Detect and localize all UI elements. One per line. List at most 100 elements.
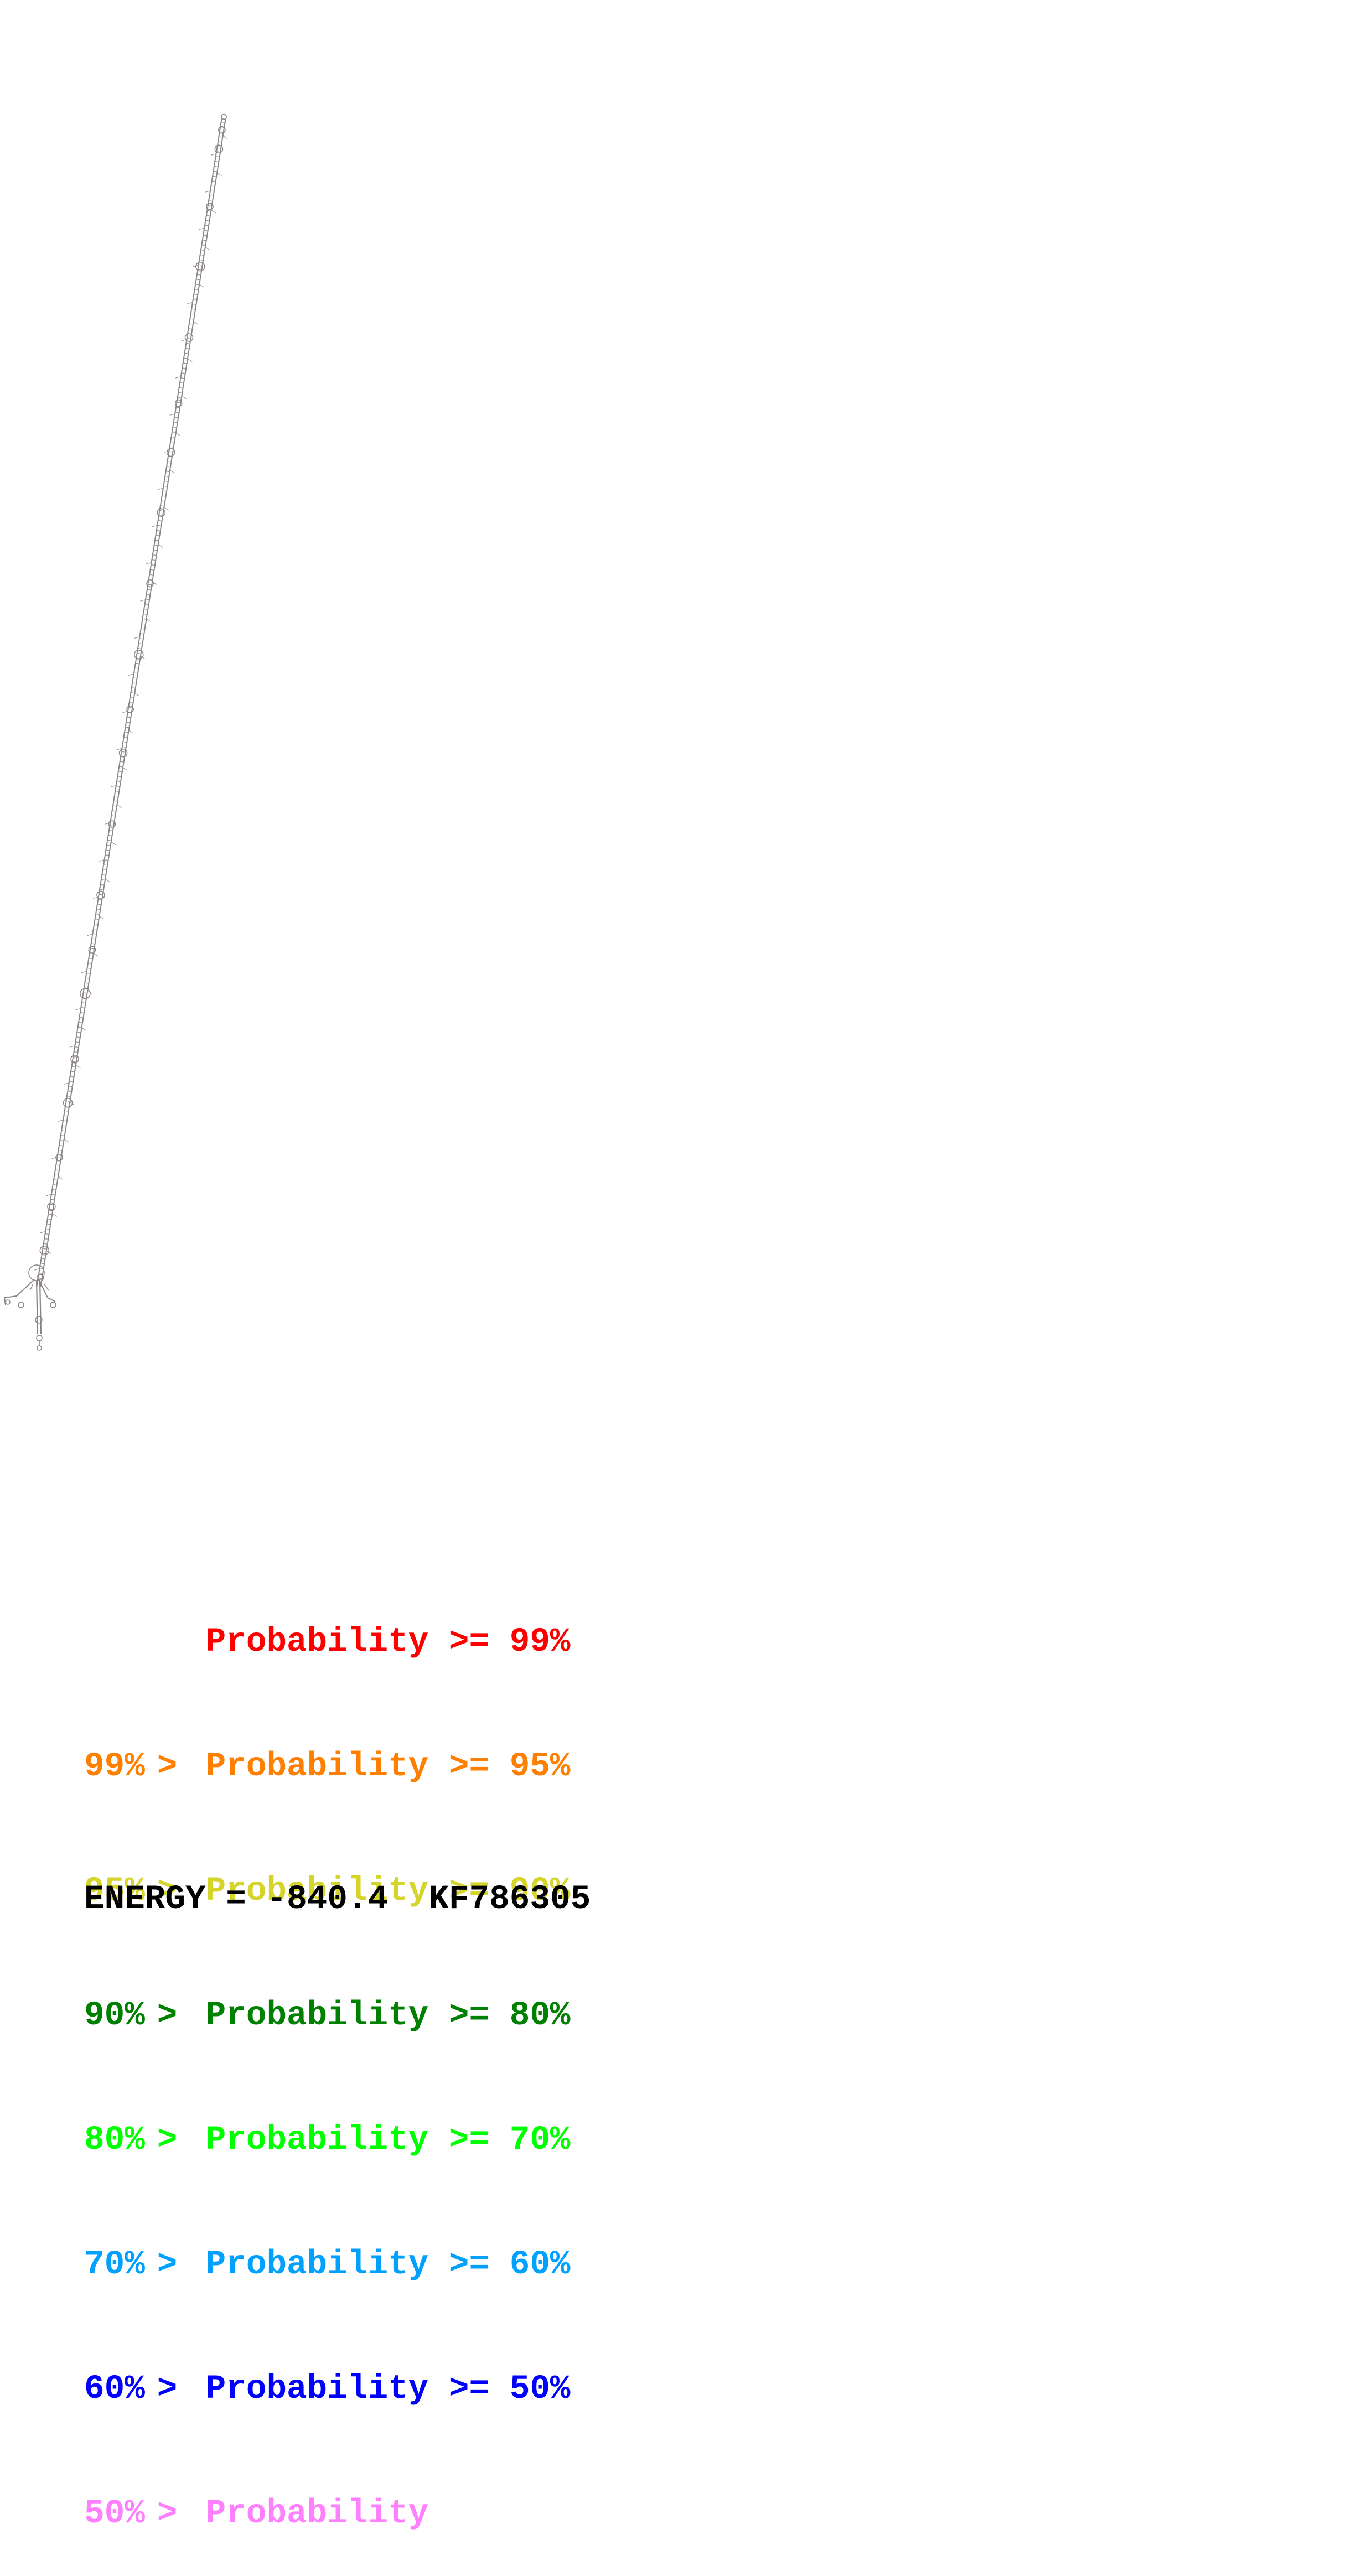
loop-circle xyxy=(18,1302,24,1308)
loop-circle xyxy=(5,1299,11,1305)
structure-segment xyxy=(182,367,187,369)
legend-row: Probability >= 99% xyxy=(84,1621,571,1663)
structure-segment xyxy=(123,736,128,738)
loop-circle xyxy=(133,650,144,660)
structure-segment xyxy=(49,1204,54,1205)
legend-label: Probability xyxy=(205,1872,429,1910)
structure-segment xyxy=(211,180,216,182)
structure-segment xyxy=(47,1219,51,1220)
structure-segment xyxy=(81,1007,85,1009)
legend-upper-bound: >= 50% xyxy=(448,2370,571,2408)
structure-segment xyxy=(207,210,211,212)
structure-segment xyxy=(158,544,163,548)
structure-segment xyxy=(49,1209,53,1210)
structure-segment xyxy=(183,357,188,359)
legend-separator: > xyxy=(157,1748,178,1786)
loop-circle xyxy=(80,988,91,999)
structure-segment xyxy=(81,1027,87,1031)
structure-segment xyxy=(34,1268,40,1271)
legend-label: Probability xyxy=(205,2370,429,2408)
legend-upper-bound: >= 90% xyxy=(448,1872,571,1910)
structure-segment xyxy=(213,175,217,177)
structure-segment xyxy=(41,1258,45,1260)
structure-segment xyxy=(71,1066,76,1067)
structure-segment xyxy=(117,776,122,778)
structure-segment xyxy=(146,618,152,623)
structure-segment xyxy=(111,841,116,846)
structure-segment xyxy=(149,574,154,576)
structure-segment xyxy=(40,1263,45,1264)
structure-segment xyxy=(108,835,112,837)
structure-segment xyxy=(75,1064,81,1069)
structure-segment xyxy=(45,1233,49,1235)
structure-segment xyxy=(44,1283,49,1291)
structure-segment xyxy=(215,160,219,163)
structure-segment xyxy=(154,540,159,541)
legend-row: 60% > Probability >= 50% xyxy=(84,2368,571,2410)
structure-segment xyxy=(175,412,179,413)
legend-upper-bound: >= 80% xyxy=(448,1997,571,2035)
structure-segment xyxy=(211,210,216,214)
structure-segment xyxy=(183,362,187,364)
structure-segment xyxy=(58,1119,64,1122)
structure-segment xyxy=(116,748,122,750)
energy-value: -840.4 xyxy=(266,1880,389,1919)
legend-row: 70% > Probability >= 60% xyxy=(84,2244,571,2285)
structure-segment xyxy=(69,1081,74,1082)
legend-lower-bound: 50% xyxy=(84,2495,145,2533)
structure-segment xyxy=(205,247,210,251)
structure-segment xyxy=(175,376,181,379)
structure-segment xyxy=(39,1280,42,1334)
structure-segment xyxy=(53,1184,57,1186)
structure-segment xyxy=(213,170,218,172)
loop-circle xyxy=(88,946,96,954)
structure-segment xyxy=(199,227,205,230)
structure-segment xyxy=(76,1036,80,1038)
loop-circle xyxy=(37,1345,42,1351)
structure-segment xyxy=(156,530,161,531)
structure-segment xyxy=(205,190,211,193)
structure-segment xyxy=(195,284,200,286)
structure-segment xyxy=(198,269,202,271)
legend-label: Probability xyxy=(205,1997,429,2035)
structure-segment xyxy=(127,717,131,718)
structure-segment xyxy=(201,245,206,246)
structure-segment xyxy=(169,470,175,474)
loop-circle xyxy=(35,1316,43,1324)
structure-segment xyxy=(64,1082,69,1085)
structure-segment xyxy=(154,545,158,546)
structure-segment xyxy=(105,878,110,883)
structure-segment xyxy=(205,220,210,221)
structure-segment xyxy=(156,535,160,536)
structure-segment xyxy=(81,971,87,973)
structure-segment xyxy=(158,488,163,490)
structure-helix xyxy=(34,113,228,1287)
legend-lower-bound: 80% xyxy=(84,2121,145,2159)
structure-segment xyxy=(43,1248,47,1250)
legend-label: Probability xyxy=(205,1623,429,1661)
structure-segment xyxy=(200,249,205,251)
structure-segment xyxy=(87,934,93,936)
structure-segment xyxy=(74,1051,78,1053)
structure-segment xyxy=(52,1213,58,1217)
structure-segment xyxy=(79,1017,84,1018)
structure-segment xyxy=(174,417,179,418)
structure-segment xyxy=(194,293,198,296)
structure-segment xyxy=(175,407,180,408)
structure-segment xyxy=(187,358,193,362)
structure-segment xyxy=(199,284,204,288)
structure-segment xyxy=(89,957,93,960)
structure-segment xyxy=(101,879,105,881)
structure-segment xyxy=(107,839,112,841)
structure-segment xyxy=(35,1280,39,1334)
structure-segment xyxy=(43,1243,48,1245)
structure-segment xyxy=(148,584,152,585)
legend-row: 50% > Probability xyxy=(84,2493,571,2534)
structure-segment xyxy=(75,1008,81,1010)
loop-circle xyxy=(70,1055,79,1064)
structure-segment xyxy=(152,554,157,556)
structure-segment xyxy=(140,599,146,602)
structure-segment xyxy=(153,550,158,551)
legend-row: 80% > Probability >= 70% xyxy=(84,2119,571,2161)
legend-separator: > xyxy=(157,2121,178,2159)
